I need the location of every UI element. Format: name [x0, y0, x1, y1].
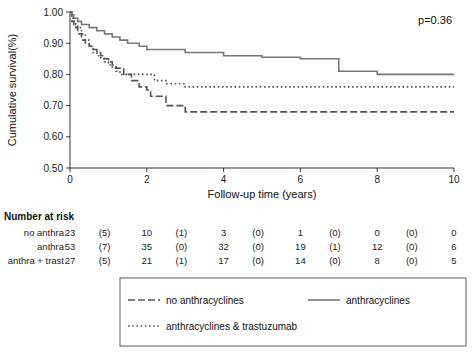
risk-count: 6 [451, 241, 456, 252]
x-axis-line [70, 168, 454, 169]
x-tick-label: 2 [144, 174, 150, 185]
risk-count: 8 [375, 255, 380, 266]
x-tick [300, 168, 301, 172]
risk-count: (5) [99, 255, 111, 266]
y-tick [66, 74, 70, 75]
risk-count: 0 [375, 227, 380, 238]
risk-count: 17 [218, 255, 229, 266]
y-tick [66, 12, 70, 13]
annotation: p=0.36 [418, 14, 452, 26]
plot-area [70, 12, 454, 112]
risk-row-label: anthra + trast [8, 255, 65, 266]
risk-count: (0) [406, 227, 418, 238]
y-axis-label: Cumulative survival(%) [6, 34, 18, 146]
risk-count: (5) [99, 227, 111, 238]
risk-count: 5 [451, 255, 456, 266]
y-tick-label: 0.80 [44, 69, 64, 80]
risk-count: (1) [176, 255, 188, 266]
legend-swatch [128, 325, 160, 327]
risk-count: 10 [142, 227, 153, 238]
legend-label: anthracyclines & trastuzumab [166, 321, 298, 332]
y-tick [66, 105, 70, 106]
risk-count: (7) [99, 241, 111, 252]
risk-count: 35 [142, 241, 153, 252]
risk-count: (0) [252, 241, 264, 252]
risk-count: 12 [372, 241, 383, 252]
risk-count: 1 [298, 227, 303, 238]
risk-row-label: anthra [37, 241, 65, 252]
risk-count: 23 [65, 227, 76, 238]
risk-row-label: no anthra [24, 227, 65, 238]
risk-count: (0) [329, 227, 341, 238]
legend-swatch [308, 299, 340, 301]
risk-count: (0) [252, 227, 264, 238]
survival-curve [70, 12, 454, 74]
y-axis-line [70, 12, 71, 168]
x-tick-label: 0 [67, 174, 73, 185]
y-tick [66, 168, 70, 169]
x-tick [454, 168, 455, 172]
x-tick-label: 4 [221, 174, 227, 185]
risk-header: Number at risk [4, 211, 74, 222]
y-tick-label: 0.90 [44, 38, 64, 49]
risk-count: (0) [329, 255, 341, 266]
survival-curve [70, 12, 454, 112]
x-axis-label: Follow-up time (years) [208, 188, 317, 200]
y-tick [66, 136, 70, 137]
risk-count: 3 [221, 227, 226, 238]
y-tick-label: 0.60 [44, 131, 64, 142]
legend: no anthracyclines anthracyclines anthracyc… [120, 278, 466, 346]
y-tick [66, 43, 70, 44]
x-tick [70, 168, 71, 172]
legend-box [120, 278, 466, 346]
chart: 0.500.600.700.800.901.000246810Follow-up… [0, 0, 474, 356]
y-tick-label: 0.70 [44, 100, 64, 111]
risk-count: (1) [329, 241, 341, 252]
risk-count: (0) [406, 241, 418, 252]
legend-label: no anthracyclines [166, 295, 244, 306]
y-tick-label: 1.00 [44, 7, 64, 18]
risk-count: (0) [176, 241, 188, 252]
risk-count: 19 [295, 241, 306, 252]
x-tick-label: 10 [448, 174, 460, 185]
risk-count: 21 [142, 255, 153, 266]
y-tick-label: 0.50 [44, 163, 64, 174]
risk-count: (0) [406, 255, 418, 266]
risk-count: 32 [218, 241, 229, 252]
survival-curve [70, 12, 454, 87]
risk-count: (1) [176, 227, 188, 238]
x-tick-label: 8 [374, 174, 380, 185]
x-tick [223, 168, 224, 172]
x-tick [377, 168, 378, 172]
risk-count: 14 [295, 255, 306, 266]
risk-count: (0) [252, 255, 264, 266]
x-tick-label: 6 [298, 174, 304, 185]
risk-count: 0 [451, 227, 456, 238]
risk-count: 53 [65, 241, 76, 252]
risk-count: 27 [65, 255, 76, 266]
x-tick [146, 168, 147, 172]
legend-swatch [128, 299, 160, 301]
legend-label: anthracyclines [346, 295, 410, 306]
